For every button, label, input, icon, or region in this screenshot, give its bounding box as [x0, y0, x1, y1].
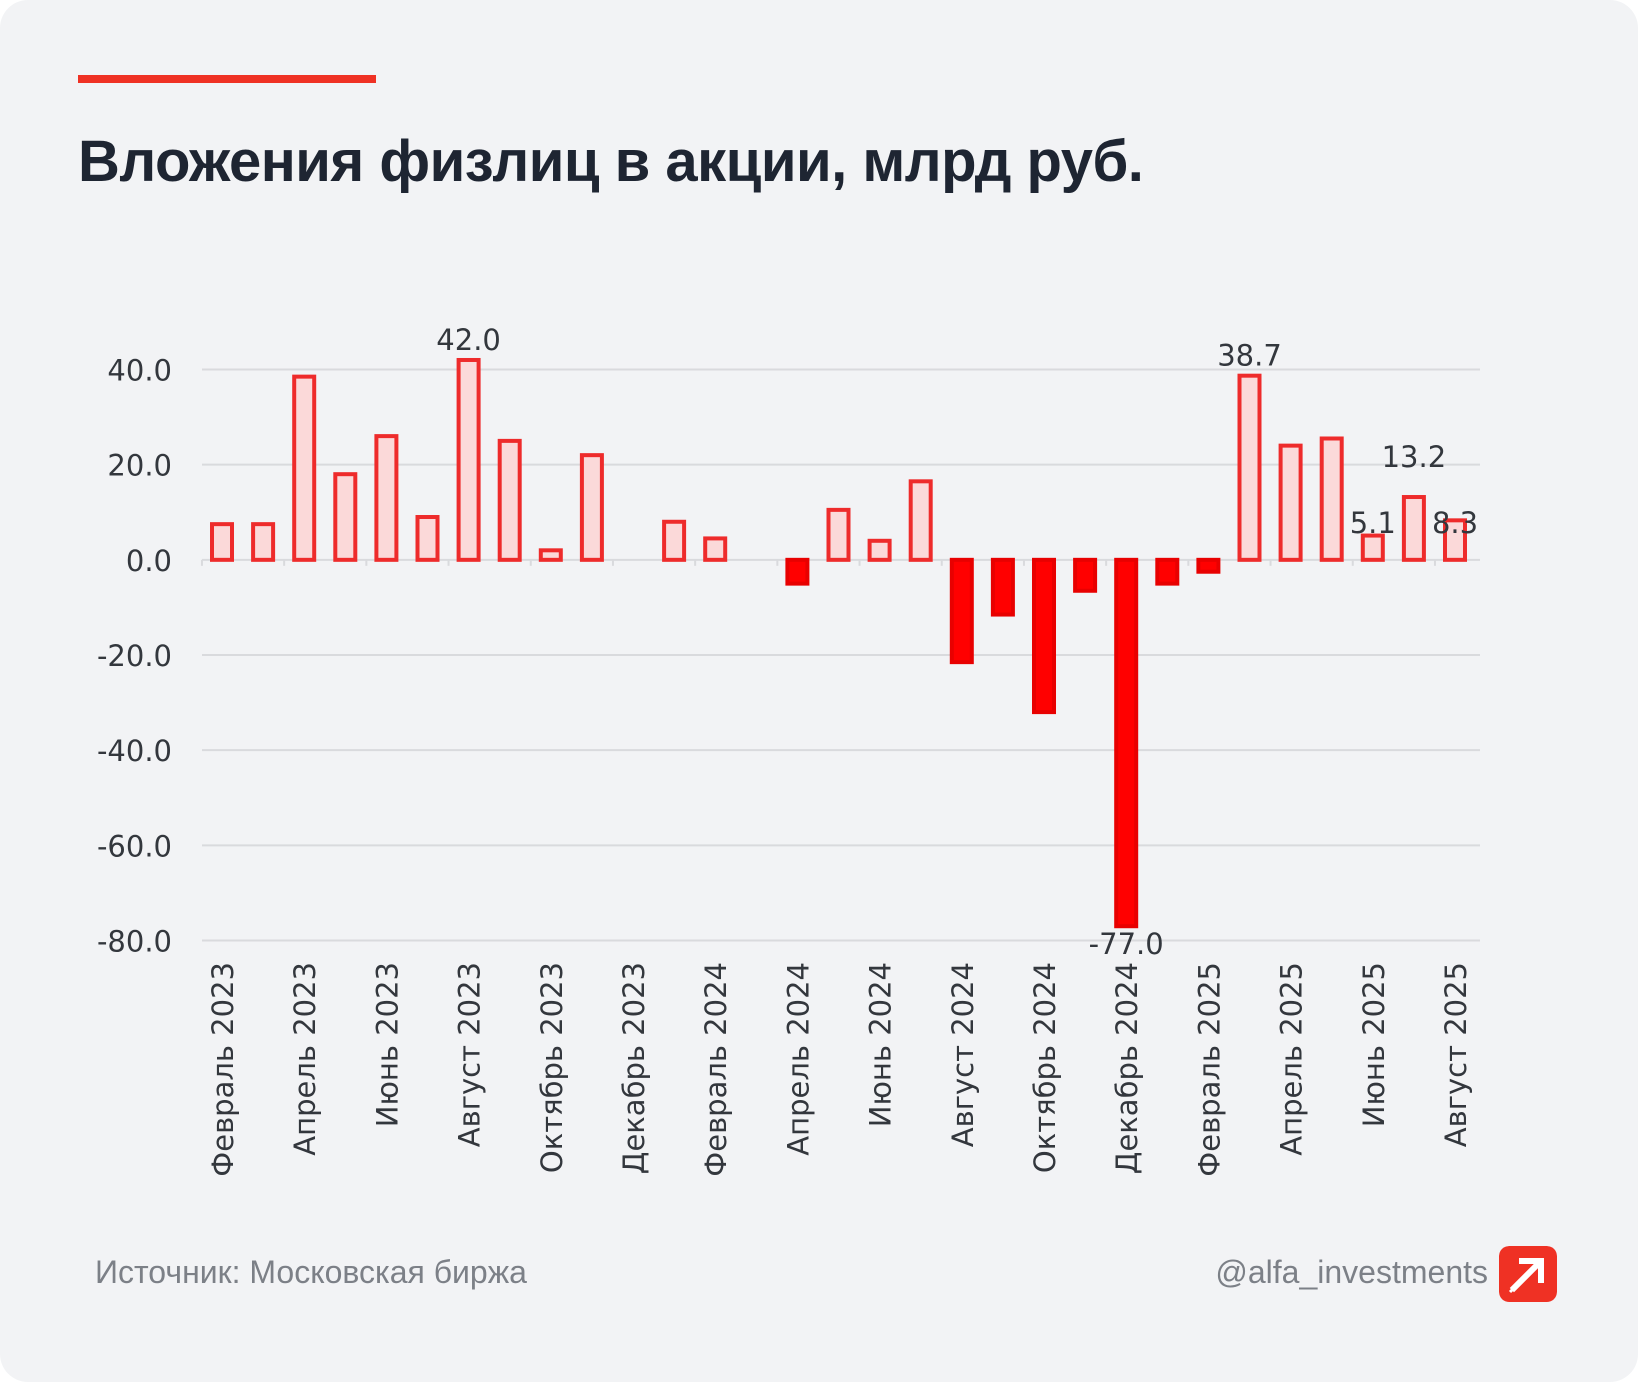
accent-line [78, 75, 376, 83]
data-label: 38.7 [1217, 339, 1282, 373]
bar [374, 434, 399, 562]
y-tick-label: -60.0 [97, 829, 172, 863]
bar [990, 557, 1015, 617]
y-tick-label: -40.0 [97, 734, 172, 768]
x-tick-label: Август 2024 [946, 962, 980, 1147]
y-tick-label: -20.0 [97, 639, 172, 673]
bar [1196, 557, 1221, 574]
bar [251, 522, 276, 562]
bar [949, 557, 974, 665]
bar [1032, 557, 1056, 715]
x-tick-label: Февраль 2025 [1192, 962, 1226, 1177]
bar [662, 519, 687, 562]
y-tick-label: 20.0 [107, 449, 172, 483]
bar [538, 548, 563, 562]
x-tick-label: Октябрь 2024 [1028, 962, 1062, 1173]
bar [1237, 373, 1262, 562]
bar [292, 374, 317, 562]
x-tick-label: Декабрь 2023 [617, 962, 651, 1174]
x-tick-label: Июнь 2025 [1357, 962, 1391, 1127]
bar [1443, 518, 1467, 562]
chart-title: Вложения физлиц в акции, млрд руб. [78, 129, 1144, 194]
data-label: -77.0 [1089, 927, 1164, 961]
alfa-arrow-logo-icon[interactable] [1499, 1246, 1557, 1302]
bar [867, 538, 892, 562]
bar [908, 479, 933, 562]
bar [415, 515, 440, 562]
bar [579, 453, 604, 562]
bar [333, 472, 358, 562]
x-tick-label: Август 2023 [453, 962, 487, 1147]
bar [497, 438, 522, 562]
bar [703, 536, 728, 562]
bar [1401, 495, 1426, 562]
bar [1073, 557, 1098, 593]
source-note: Источник: Московская биржа [95, 1254, 527, 1290]
x-tick-label: Октябрь 2023 [535, 962, 569, 1173]
bar [1360, 533, 1385, 562]
bar [1114, 557, 1139, 929]
brand-handle[interactable]: @alfa_investments [1215, 1254, 1488, 1290]
data-label: 8.3 [1432, 506, 1478, 540]
y-tick-label: -80.0 [97, 925, 172, 959]
data-label: 13.2 [1382, 440, 1447, 474]
bar [1278, 443, 1303, 562]
bar [456, 357, 481, 562]
y-tick-label: 40.0 [107, 354, 172, 388]
x-tick-label: Февраль 2024 [699, 962, 733, 1177]
x-tick-label: Август 2025 [1439, 962, 1473, 1147]
bar [826, 507, 851, 562]
x-tick-label: Декабрь 2024 [1110, 962, 1144, 1174]
bar [785, 557, 810, 586]
bar [1319, 436, 1344, 562]
data-label: 42.0 [436, 323, 501, 357]
x-tick-label: Апрель 2023 [288, 962, 322, 1156]
x-tick-label: Июнь 2023 [370, 962, 404, 1127]
x-tick-label: Февраль 2023 [206, 962, 240, 1177]
bar [1155, 557, 1180, 586]
x-tick-label: Июнь 2024 [864, 962, 898, 1127]
data-label: 5.1 [1350, 506, 1396, 540]
bar [210, 522, 234, 562]
x-tick-label: Апрель 2025 [1275, 962, 1309, 1156]
x-tick-label: Апрель 2024 [781, 962, 815, 1156]
y-tick-label: 0.0 [126, 544, 172, 578]
